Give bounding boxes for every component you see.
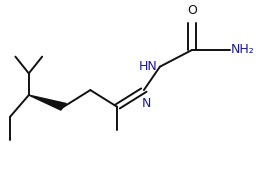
Text: NH₂: NH₂: [231, 43, 254, 56]
Text: O: O: [187, 4, 197, 17]
Polygon shape: [29, 95, 66, 110]
Text: HN: HN: [139, 60, 157, 73]
Text: N: N: [142, 97, 151, 110]
